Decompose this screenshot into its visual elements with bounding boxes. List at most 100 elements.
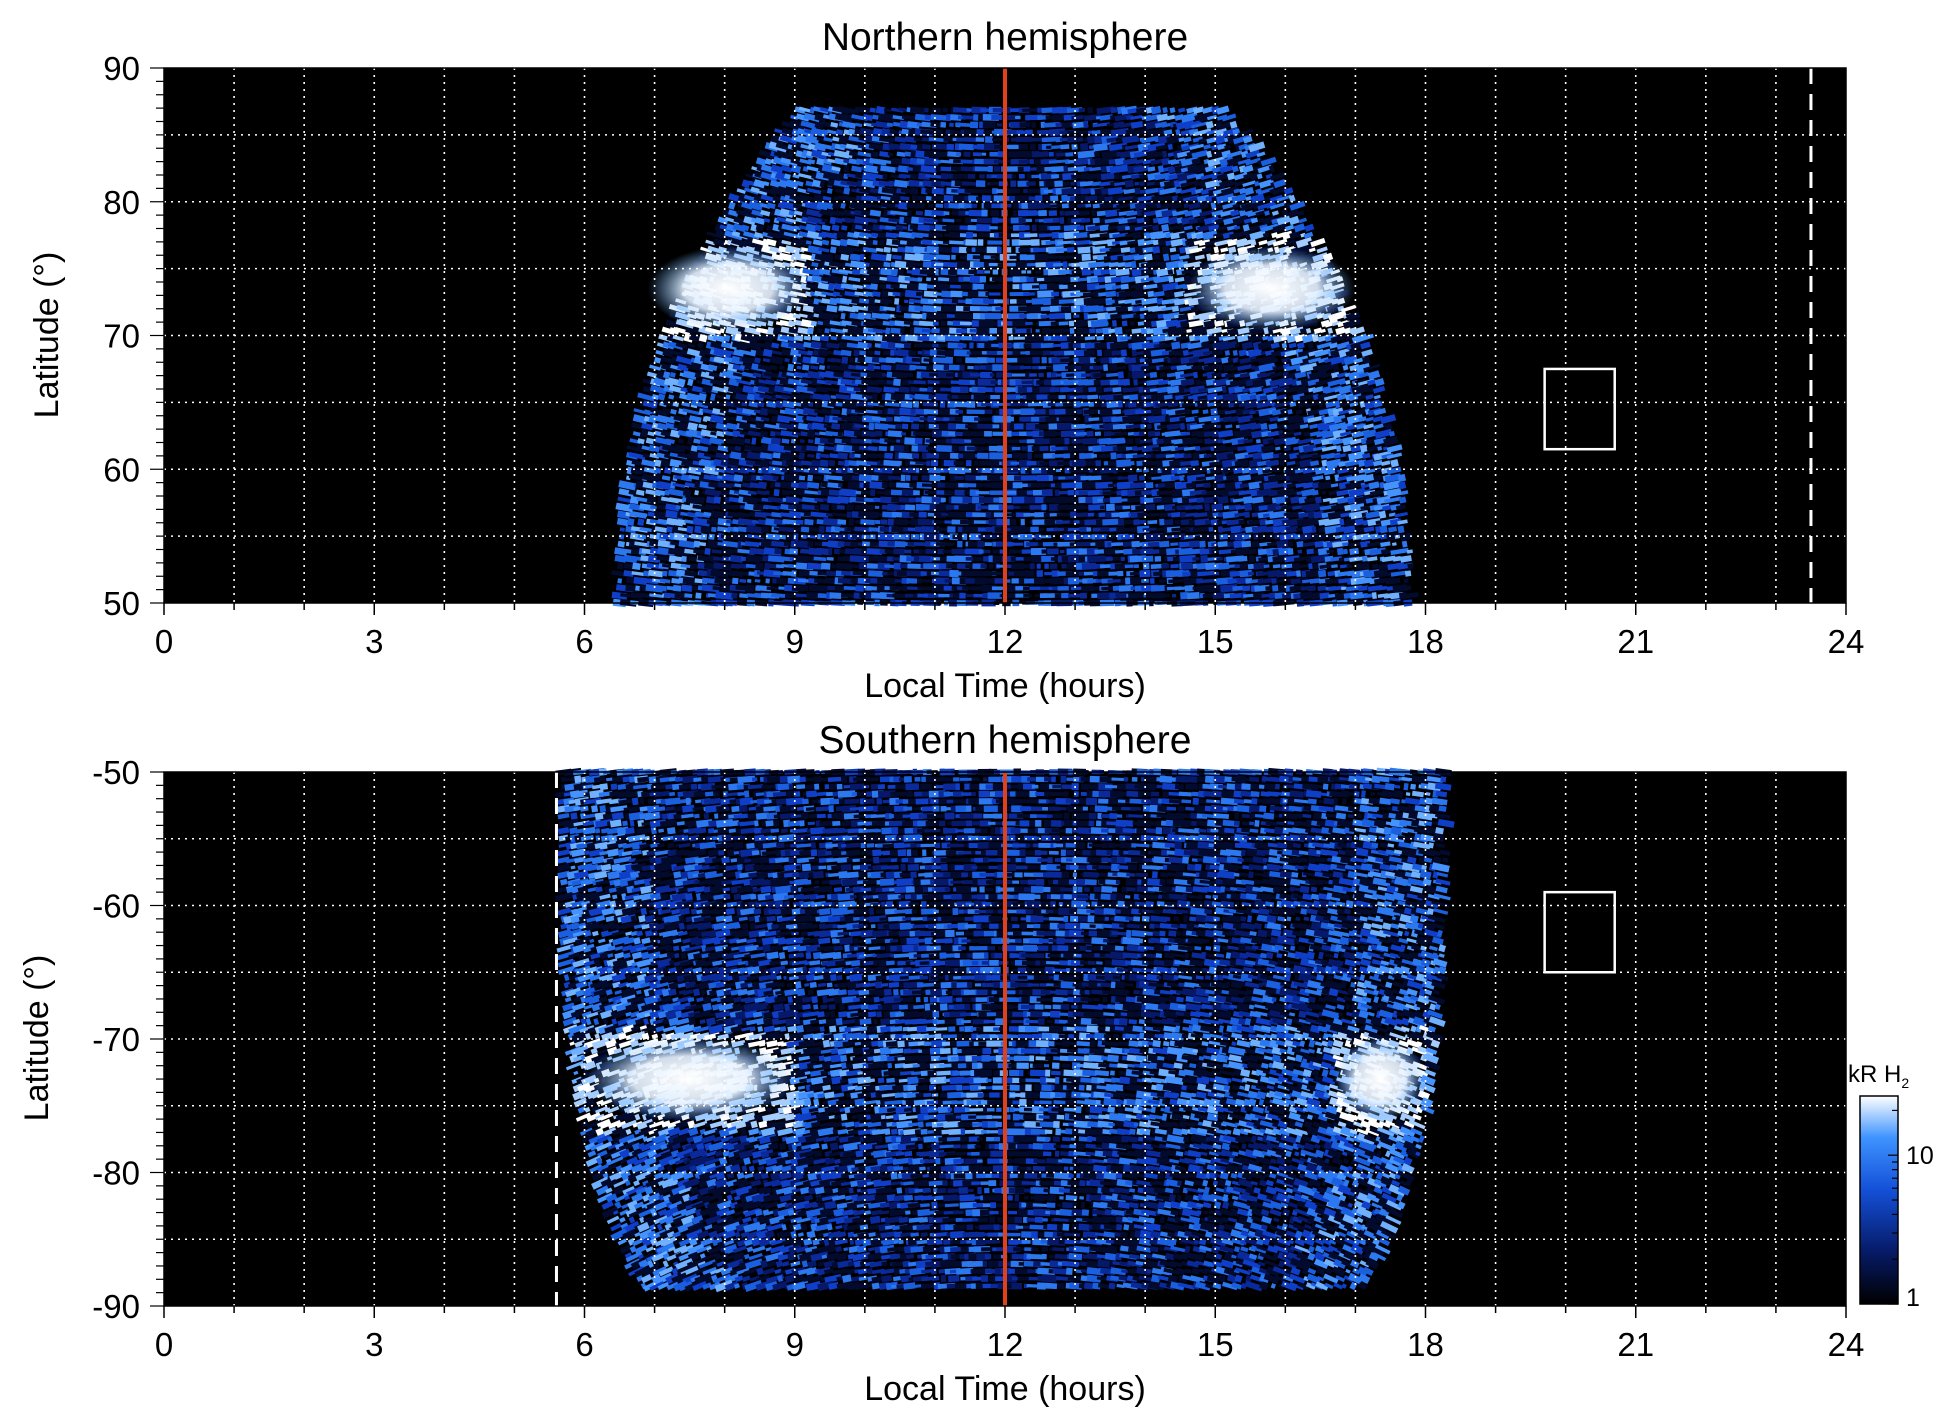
north-emission-cell-1986 xyxy=(829,460,835,466)
north-emission-cell-3731 xyxy=(900,328,905,334)
north-emission-cell-4858 xyxy=(966,232,973,239)
north-emission-cell-1794 xyxy=(922,475,929,481)
north-emission-cell-4939 xyxy=(976,224,990,231)
north-emission-cell-1668 xyxy=(758,482,767,489)
north-emission-cell-335 xyxy=(777,578,787,585)
north-emission-cell-1373 xyxy=(820,504,829,511)
north-emission-cell-4687 xyxy=(884,247,891,253)
north-emission-cell-3378 xyxy=(1042,357,1047,363)
north-emission-cell-1985 xyxy=(820,460,829,467)
north-emission-cell-878 xyxy=(977,541,984,547)
north-emission-cell-1129 xyxy=(1311,526,1316,533)
north-emission-cell-1093 xyxy=(1040,528,1045,532)
north-emission-cell-4190 xyxy=(950,291,962,298)
north-emission-cell-2378 xyxy=(807,430,815,438)
north-emission-cell-639 xyxy=(741,556,746,561)
north-emission-cell-906 xyxy=(1189,541,1199,548)
north-emission-cell-3191 xyxy=(1038,373,1044,377)
north-emission-cell-235 xyxy=(800,586,808,591)
north-emission-cell-4457 xyxy=(1009,268,1020,275)
north-emission-cell-2734 xyxy=(1287,409,1292,414)
north-emission-cell-2895 xyxy=(1058,395,1065,399)
north-emission-cell-3402 xyxy=(1215,358,1221,363)
north-emission-cell-3293 xyxy=(1103,364,1108,371)
north-emission-cell-600 xyxy=(1240,563,1249,569)
north-emission-cell-3351 xyxy=(841,357,848,364)
north-emission-cell-614 xyxy=(1346,564,1352,568)
north-emission-cell-955 xyxy=(786,533,795,540)
north-emission-cell-1753 xyxy=(1398,481,1406,489)
north-emission-cell-4879 xyxy=(1132,232,1141,239)
north-emission-cell-2007 xyxy=(990,460,1000,466)
north-emission-cell-3112 xyxy=(1195,379,1201,385)
north-emission-cell-1211 xyxy=(1165,519,1174,525)
north-emission-cell-3651 xyxy=(1009,336,1014,340)
north-emission-cell-1209 xyxy=(1147,520,1157,524)
north-emission-cell-3645 xyxy=(961,336,973,341)
north-emission-cell-247 xyxy=(890,586,905,590)
north-emission-cell-1460 xyxy=(714,496,721,503)
north-emission-cell-2372 xyxy=(760,431,768,437)
north-emission-cell-1638 xyxy=(1321,491,1326,495)
north-emission-cell-3185 xyxy=(990,373,995,377)
north-emission-cell-617 xyxy=(1372,564,1379,569)
north-emission-cell-3377 xyxy=(1032,357,1039,363)
north-emission-cell-4441 xyxy=(891,268,898,275)
north-emission-cell-3584 xyxy=(1171,342,1180,350)
north-emission-cell-883 xyxy=(1010,543,1023,546)
north-emission-cell-3481 xyxy=(1097,350,1102,357)
north-emission-cell-3002 xyxy=(1112,387,1121,392)
north-emission-cell-4928 xyxy=(902,226,907,230)
north-emission-cell-507 xyxy=(1318,570,1326,577)
north-emission-cell-1984 xyxy=(811,460,820,467)
north-emission-cell-416 xyxy=(1403,578,1408,583)
north-emission-cell-815 xyxy=(1306,549,1314,555)
north-emission-cell-652 xyxy=(850,555,866,562)
north-emission-cell-2199 xyxy=(936,445,954,452)
north-emission-cell-910 xyxy=(1218,541,1228,547)
north-emission-cell-1204 xyxy=(1102,519,1120,526)
north-emission-cell-4780 xyxy=(965,239,977,246)
north-emission-cell-4868 xyxy=(1039,233,1054,237)
north-emission-cell-691 xyxy=(1142,556,1154,563)
north-emission-cell-333 xyxy=(765,578,769,583)
north-emission-cell-795 xyxy=(1152,549,1159,554)
north-emission-cell-4768 xyxy=(873,240,878,245)
north-emission-cell-1372 xyxy=(814,505,819,510)
north-emission-cell-3471 xyxy=(1013,350,1020,355)
north-emission-cell-2313 xyxy=(1064,438,1069,445)
north-emission-cell-813 xyxy=(1287,548,1293,555)
north-emission-cell-2620 xyxy=(1165,416,1171,422)
north-emission-cell-3474 xyxy=(1030,351,1044,356)
north-emission-cell-178 xyxy=(1172,594,1176,597)
north-emission-cell-918 xyxy=(1288,541,1293,546)
north-emission-cell-2190 xyxy=(878,446,887,451)
north-emission-cell-2707 xyxy=(1083,409,1100,415)
north-emission-cell-1769 xyxy=(734,474,744,481)
north-emission-cell-470 xyxy=(1024,570,1034,577)
north-emission-cell-2212 xyxy=(1040,446,1049,451)
north-emission-cell-1593 xyxy=(964,491,970,495)
north-emission-cell-2881 xyxy=(947,395,952,400)
north-emission-cell-2994 xyxy=(1050,387,1060,392)
north-emission-cell-1298 xyxy=(1057,513,1072,517)
north-emission-cell-2194 xyxy=(904,445,909,451)
north-emission-cell-2195 xyxy=(911,445,918,452)
north-emission-cell-1535 xyxy=(1285,497,1291,502)
north-emission-cell-4389 xyxy=(1168,276,1174,283)
north-emission-cell-4557 xyxy=(1131,261,1136,268)
north-emission-cell-4040 xyxy=(1172,306,1179,312)
north-emission-cell-4282 xyxy=(1012,284,1019,289)
north-emission-cell-3202 xyxy=(1118,371,1124,378)
north-emission-cell-4710 xyxy=(1056,248,1068,252)
north-emission-cell-2189 xyxy=(868,446,878,451)
north-emission-cell-671 xyxy=(993,555,1004,562)
north-emission-cell-3282 xyxy=(1020,366,1032,369)
north-emission-cell-4803 xyxy=(1153,240,1159,245)
north-emission-cell-4453 xyxy=(977,270,984,274)
north-emission-cell-1185 xyxy=(974,520,986,524)
north-emission-cell-219 xyxy=(681,585,692,592)
north-emission-cell-703 xyxy=(1238,556,1247,562)
north-emission-cell-1422 xyxy=(1204,504,1210,511)
